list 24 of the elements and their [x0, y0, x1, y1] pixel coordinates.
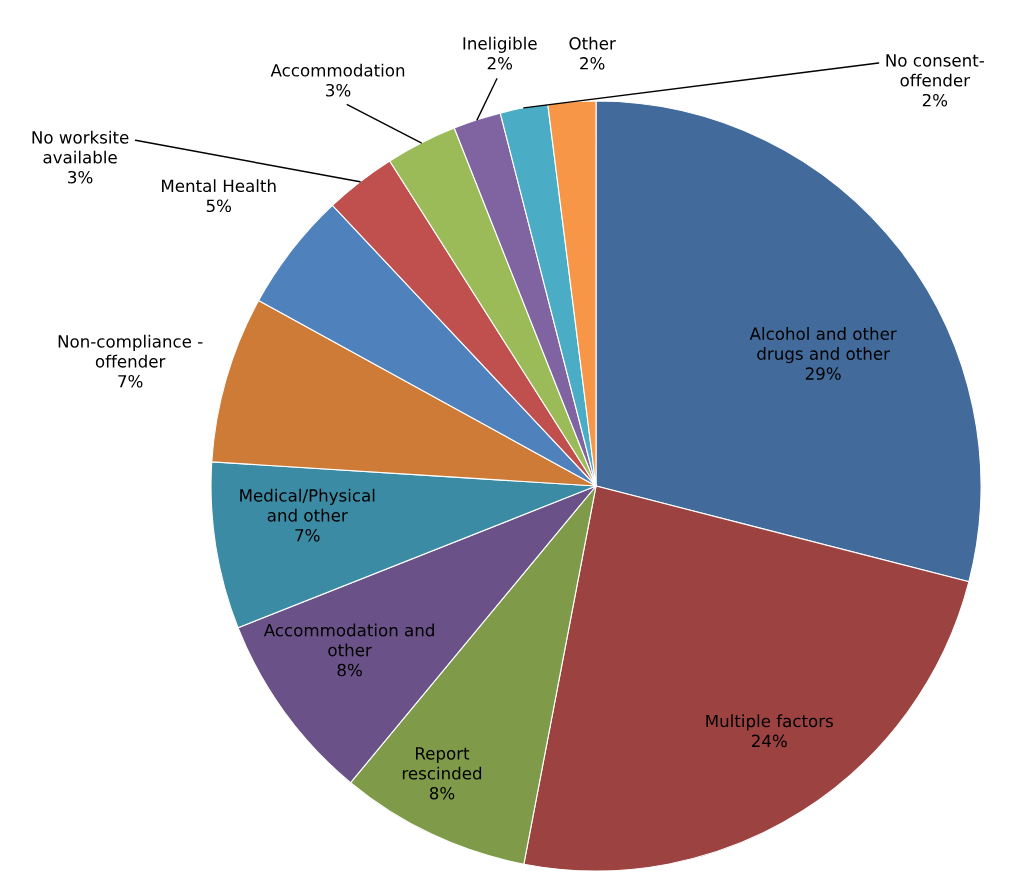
data-label: 3% [68, 170, 93, 184]
data-label: 3% [326, 83, 351, 97]
data-label: 8% [337, 663, 362, 677]
slice-label: Report rescinded [402, 747, 482, 780]
data-label: 2% [580, 56, 605, 70]
slice-label: No consent- offender [886, 54, 984, 87]
data-label: 2% [922, 93, 948, 107]
slice-label: Accommodation and other [263, 623, 434, 657]
slice-label: Alcohol and other drugs and other [749, 327, 897, 364]
data-label: 8% [429, 786, 455, 800]
data-label: 7% [118, 374, 143, 388]
slice-label: Multiple factors [706, 714, 833, 731]
slice-label: Medical/Physical and other [240, 488, 375, 522]
slice-label: Non-compliance - offender [58, 334, 203, 368]
data-label: 5% [206, 199, 231, 213]
slice-label: Ineligible [463, 36, 537, 53]
data-label: 7% [295, 528, 320, 542]
slice-label: Mental Health [162, 179, 276, 193]
data-label: 2% [487, 56, 513, 70]
data-label: 24% [751, 734, 787, 748]
slice-label: Accommodation [270, 63, 405, 77]
slice-label: No worksite available [32, 130, 129, 164]
slice-label: Other [569, 36, 616, 50]
data-label: 29% [805, 367, 841, 380]
